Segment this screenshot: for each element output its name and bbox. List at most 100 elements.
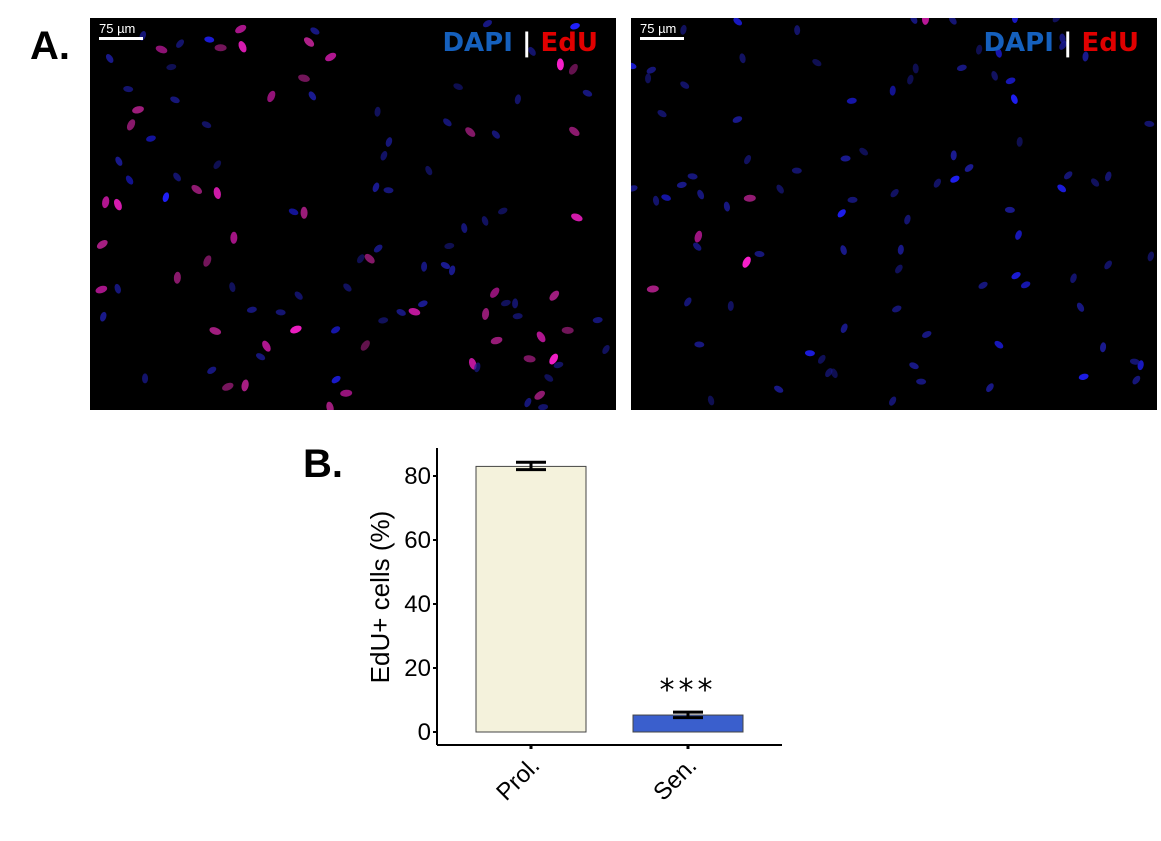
edu-positive-nucleus	[556, 58, 564, 71]
edu-positive-nucleus	[290, 325, 302, 334]
edu-positive-nucleus	[646, 285, 659, 293]
edu-positive-nucleus	[298, 74, 310, 82]
dapi-nucleus	[904, 214, 911, 225]
dapi-nucleus	[732, 116, 743, 123]
dapi-nucleus	[680, 81, 690, 89]
cell-nuclei	[95, 19, 610, 410]
dapi-nucleus	[661, 194, 671, 201]
dapi-nucleus	[372, 182, 380, 193]
dapi-nucleus	[1090, 178, 1100, 187]
dapi-nucleus	[994, 340, 1004, 349]
edu-positive-nucleus	[230, 231, 238, 244]
dapi-nucleus	[956, 64, 967, 72]
edu-positive-nucleus	[235, 24, 247, 34]
dapi-nucleus	[1004, 206, 1015, 213]
dapi-nucleus	[1010, 94, 1018, 104]
dapi-nucleus	[1015, 230, 1022, 240]
dapi-nucleus	[356, 254, 365, 264]
dapi-nucleus	[166, 64, 177, 71]
dapi-nucleus	[176, 39, 185, 48]
dapi-nucleus	[825, 368, 833, 378]
dapi-nucleus	[201, 121, 212, 129]
dapi-nucleus	[255, 353, 266, 361]
dapi-nucleus	[645, 73, 652, 84]
dapi-nucleus	[443, 118, 452, 127]
dapi-nucleus	[308, 91, 317, 101]
dapi-nucleus	[1078, 373, 1089, 380]
dapi-label: DAPI	[983, 28, 1054, 58]
dapi-nucleus	[524, 397, 532, 408]
edu-positive-nucleus	[568, 63, 578, 75]
edu-positive-nucleus	[191, 184, 203, 194]
edu-positive-nucleus	[126, 119, 136, 131]
significance-marker: ***	[660, 673, 717, 708]
dapi-nucleus	[1059, 40, 1067, 50]
dapi-nucleus	[1011, 18, 1019, 24]
edu-positive-nucleus	[95, 285, 108, 294]
dapi-nucleus	[907, 74, 914, 85]
dapi-nucleus	[213, 160, 222, 170]
dapi-nucleus	[1020, 281, 1031, 289]
dapi-nucleus	[733, 18, 743, 26]
edu-positive-nucleus	[360, 340, 370, 351]
dapi-nucleus	[380, 150, 388, 161]
dapi-nucleus	[570, 22, 580, 30]
dapi-nucleus	[687, 173, 698, 180]
edu-positive-nucleus	[155, 45, 168, 54]
dapi-nucleus	[512, 313, 523, 320]
scale-bar: 75 µm	[99, 21, 143, 40]
dapi-nucleus	[142, 373, 149, 384]
dapi-nucleus	[1076, 302, 1085, 312]
edu-positive-nucleus	[523, 355, 536, 363]
edu-positive-nucleus	[173, 271, 181, 284]
dapi-nucleus	[964, 164, 974, 172]
edu-positive-nucleus	[222, 382, 234, 391]
dapi-nucleus	[1144, 120, 1155, 127]
dapi-nucleus	[1052, 18, 1061, 23]
edu-positive-nucleus	[102, 196, 110, 209]
dapi-nucleus	[1063, 171, 1073, 180]
proliferating-micrograph: 75 µm DAPI | EdU	[90, 18, 616, 410]
dapi-nucleus	[1011, 272, 1021, 280]
dapi-nucleus	[294, 291, 303, 300]
dapi-nucleus	[1100, 342, 1107, 353]
dapi-nucleus	[744, 154, 752, 165]
dapi-nucleus	[776, 184, 784, 194]
dapi-nucleus	[949, 18, 957, 25]
dapi-nucleus	[453, 83, 463, 90]
edu-label: EdU	[540, 28, 598, 58]
dapi-nucleus	[421, 261, 428, 272]
senescent-micrograph: 75 µm DAPI | EdU	[631, 18, 1157, 410]
dapi-nucleus	[991, 70, 998, 81]
dapi-nucleus	[491, 130, 500, 139]
edu-positive-nucleus	[267, 90, 276, 103]
panel-b-label: B.	[303, 442, 343, 486]
dapi-nucleus	[538, 404, 549, 410]
dapi-nucleus	[840, 155, 851, 162]
edu-positive-nucleus	[549, 290, 560, 301]
y-axis-label: EdU+ cells (%)	[365, 511, 395, 684]
dapi-nucleus	[449, 265, 456, 276]
dapi-nucleus	[602, 344, 610, 355]
dapi-nucleus	[114, 283, 121, 294]
dapi-nucleus	[897, 244, 904, 255]
dapi-nucleus	[631, 62, 637, 70]
dapi-nucleus	[498, 207, 508, 215]
dapi-nucleus	[425, 165, 433, 176]
dapi-nucleus	[481, 216, 489, 226]
edu-positive-nucleus	[214, 44, 227, 52]
dapi-nucleus	[396, 309, 406, 316]
dapi-nucleus	[378, 317, 389, 324]
dapi-nucleus	[1059, 33, 1066, 44]
dapi-nucleus	[830, 368, 838, 379]
edu-positive-nucleus	[364, 253, 375, 264]
edu-positive-nucleus	[209, 327, 222, 335]
dapi-nucleus	[895, 264, 903, 274]
dapi-nucleus	[804, 350, 815, 357]
edu-positive-nucleus	[325, 52, 337, 62]
dapi-nucleus	[774, 385, 784, 393]
dapi-nucleus	[1147, 251, 1155, 262]
dapi-nucleus	[123, 86, 134, 93]
dapi-nucleus	[817, 354, 826, 364]
